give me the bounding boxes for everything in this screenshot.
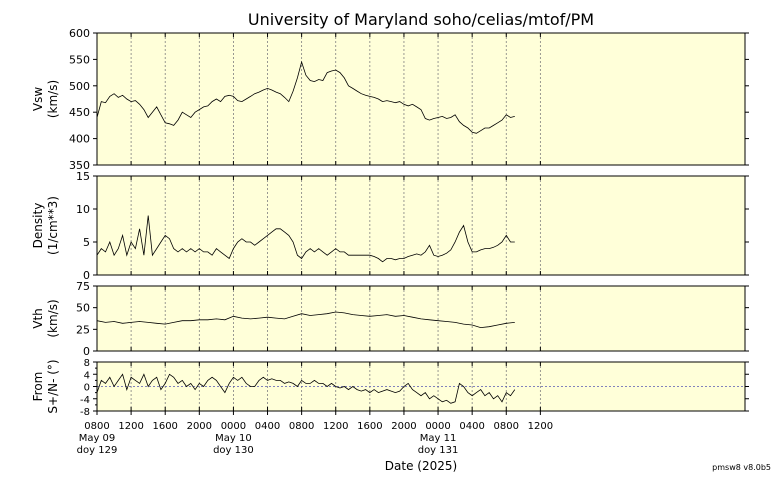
panel-density: 0 5 10 15 Density(1/cm**3) xyxy=(31,170,749,282)
y-tick-label: 550 xyxy=(69,53,90,66)
panel-bg xyxy=(97,33,745,165)
y-tick-label: 0 xyxy=(83,345,90,358)
panel-frame xyxy=(96,285,746,352)
x-tick-label: 1200 xyxy=(323,421,348,432)
series-line-density xyxy=(96,215,515,263)
panels: 350400450500550600Vsw(km/s)051015Density… xyxy=(31,27,749,418)
y-tick-label: 350 xyxy=(69,159,90,172)
x-tick-label: 1200 xyxy=(118,421,143,432)
x-tick-label: 1600 xyxy=(357,421,382,432)
y-axis-label-from: FromS+/N- (°) xyxy=(31,359,60,413)
series-line-vth xyxy=(96,311,515,329)
version-label: pmsw8 v8.0b5 xyxy=(712,463,771,472)
y-tick-label: -8 xyxy=(80,407,90,418)
x-tick-label: 2000 xyxy=(187,421,212,432)
x-tick-label: 0400 xyxy=(255,421,280,432)
y-tick-label: 15 xyxy=(76,170,90,183)
y-tick-label: 4 xyxy=(84,370,90,381)
panel-from: -8-40 48 FromS+/N- (°) xyxy=(31,358,749,418)
day-doy-label: doy 129 xyxy=(77,445,118,456)
panel-frame xyxy=(96,175,746,276)
day-doy-label: doy 131 xyxy=(418,445,459,456)
y-tick-label: 50 xyxy=(76,302,90,315)
y-tick-label: 500 xyxy=(69,80,90,93)
series-line-vsw xyxy=(96,60,515,134)
x-tick-label: 0000 xyxy=(425,421,450,432)
y-axis-label-density: Density(1/cm**3) xyxy=(31,196,60,255)
y-axis-label-line: From xyxy=(31,372,45,402)
x-tick-label: 2000 xyxy=(391,421,416,432)
y-axis-label-line: (km/s) xyxy=(46,299,60,337)
day-date-label: May 11 xyxy=(420,433,457,444)
panel-bg xyxy=(97,176,745,275)
x-tick-label: 0800 xyxy=(84,421,109,432)
series-line-from xyxy=(96,373,516,404)
chart-title: University of Maryland soho/celias/mtof/… xyxy=(248,10,594,29)
x-axis-label: Date (2025) xyxy=(385,459,457,473)
y-tick-label: 25 xyxy=(76,323,90,336)
x-tick-label: 0800 xyxy=(289,421,314,432)
x-axis: 0800 1200 1600 2000 0000 0400 0800 1200 1600 2000… xyxy=(77,411,553,456)
panel-vth: 0 25 50 75 Vth(km/s) xyxy=(31,280,749,358)
y-axis-label-vsw: Vsw(km/s) xyxy=(31,80,60,118)
y-tick-label: -4 xyxy=(80,395,90,406)
x-tick-label: 0800 xyxy=(494,421,519,432)
y-tick-label: 450 xyxy=(69,106,90,119)
y-tick-label: 600 xyxy=(69,27,90,40)
y-tick-label: 400 xyxy=(69,133,90,146)
x-tick-label: 0000 xyxy=(221,421,246,432)
x-tick-label: 0400 xyxy=(459,421,484,432)
day-date-label: May 09 xyxy=(79,433,116,444)
y-axis-label-line: (km/s) xyxy=(46,80,60,118)
y-tick-label: 75 xyxy=(76,280,90,293)
panel-vsw: 350 400 450 500 550 600 Vsw(km/s) xyxy=(31,27,749,172)
panel-frame xyxy=(96,32,746,166)
y-tick-label: 10 xyxy=(76,203,90,216)
y-axis-label-line: Vsw xyxy=(31,87,45,111)
x-tick-label: 1600 xyxy=(152,421,177,432)
x-tick-label: 1200 xyxy=(528,421,553,432)
day-date-label: May 10 xyxy=(215,433,252,444)
y-axis-label-line: Density xyxy=(31,203,45,249)
y-axis-label-vth: Vth(km/s) xyxy=(31,299,60,337)
y-tick-label: 8 xyxy=(84,358,90,369)
y-axis-label-line: Vth xyxy=(31,308,45,329)
day-doy-label: doy 130 xyxy=(213,445,254,456)
y-tick-label: 0 xyxy=(84,383,90,394)
y-tick-label: 0 xyxy=(83,269,90,282)
y-tick-label: 5 xyxy=(83,236,90,249)
y-axis-label-line: (1/cm**3) xyxy=(46,196,60,255)
y-axis-label-line: S+/N- (°) xyxy=(46,359,60,413)
